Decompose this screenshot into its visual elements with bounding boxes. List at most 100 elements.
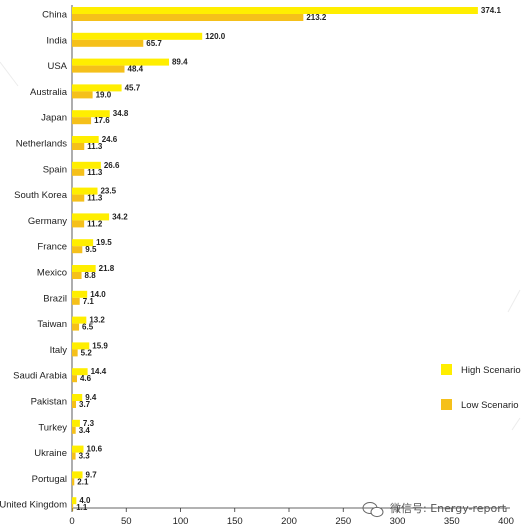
value-label-low-scenario-saudi-arabia: 4.6 [80, 374, 92, 383]
x-tick-label-100: 100 [173, 516, 189, 527]
bar-high-scenario-india [72, 32, 203, 40]
value-label-low-scenario-china: 213.2 [306, 13, 327, 22]
value-label-low-scenario-taiwan: 6.5 [82, 323, 94, 332]
category-label-united-kingdom: United Kingdom [0, 500, 67, 511]
x-tick-label-150: 150 [227, 516, 243, 527]
category-label-germany: Germany [28, 216, 67, 227]
category-label-turkey: Turkey [38, 422, 67, 433]
category-label-france: France [37, 242, 67, 253]
decorative-background-lines [0, 61, 521, 431]
value-label-high-scenario-brazil: 14.0 [90, 290, 106, 299]
bar-high-scenario-saudi-arabia [72, 368, 88, 376]
value-label-low-scenario-spain: 11.3 [87, 168, 103, 177]
bar-low-scenario-italy [72, 349, 78, 357]
bar-high-scenario-portugal [72, 471, 83, 479]
bar-low-scenario-usa [72, 65, 125, 73]
bar-low-scenario-spain [72, 168, 85, 176]
value-label-low-scenario-turkey: 3.4 [79, 426, 91, 435]
value-label-low-scenario-brazil: 7.1 [83, 297, 95, 306]
value-label-high-scenario-netherlands: 24.6 [102, 135, 118, 144]
value-label-high-scenario-germany: 34.2 [112, 212, 128, 221]
wechat-logo-icon [362, 502, 384, 518]
x-tick-label-200: 200 [281, 516, 297, 527]
bar-low-scenario-india [72, 39, 144, 47]
bar-low-scenario-turkey [72, 426, 76, 434]
bar-low-scenario-france [72, 246, 83, 254]
x-tick-label-350: 350 [444, 516, 460, 527]
value-label-high-scenario-ukraine: 10.6 [87, 445, 103, 454]
legend-swatch-high-scenario [441, 364, 452, 375]
bar-high-scenario-france [72, 239, 94, 247]
bar-low-scenario-portugal [72, 478, 75, 486]
value-label-high-scenario-taiwan: 13.2 [89, 316, 105, 325]
bar-high-scenario-china [72, 7, 478, 14]
category-label-ukraine: Ukraine [34, 448, 67, 459]
value-label-low-scenario-pakistan: 3.7 [79, 400, 91, 409]
value-label-high-scenario-south-korea: 23.5 [100, 187, 116, 196]
bar-high-scenario-pakistan [72, 394, 83, 401]
category-label-south-korea: South Korea [14, 190, 68, 201]
watermark-text: 微信号: Energy-report [390, 501, 507, 515]
value-label-high-scenario-saudi-arabia: 14.4 [91, 367, 107, 376]
bar-high-scenario-spain [72, 161, 101, 169]
x-tick-label-300: 300 [390, 516, 406, 527]
value-label-high-scenario-france: 19.5 [96, 238, 112, 247]
value-label-high-scenario-china: 374.1 [481, 6, 502, 15]
category-label-portugal: Portugal [32, 474, 67, 485]
x-tick-label-0: 0 [69, 516, 74, 527]
value-label-high-scenario-mexico: 21.8 [99, 264, 115, 273]
bar-high-scenario-italy [72, 342, 90, 350]
bar-high-scenario-brazil [72, 290, 88, 298]
category-label-netherlands: Netherlands [16, 139, 67, 150]
bar-low-scenario-australia [72, 91, 93, 99]
x-tick-label-250: 250 [335, 516, 351, 527]
category-label-china: China [42, 10, 68, 21]
value-label-high-scenario-pakistan: 9.4 [85, 393, 97, 402]
decorative-line-right [507, 289, 521, 313]
category-label-brazil: Brazil [43, 293, 67, 304]
bar-high-scenario-usa [72, 58, 169, 66]
bar-low-scenario-south-korea [72, 194, 85, 202]
value-label-low-scenario-italy: 5.2 [81, 348, 93, 357]
legend-label-low-scenario: Low Scenario [461, 400, 519, 411]
value-label-low-scenario-united-kingdom: 1.1 [76, 503, 88, 512]
bar-high-scenario-south-korea [72, 187, 98, 195]
bar-low-scenario-saudi-arabia [72, 375, 77, 383]
value-label-high-scenario-italy: 15.9 [92, 341, 108, 350]
bar-high-scenario-japan [72, 110, 110, 118]
bar-low-scenario-brazil [72, 297, 80, 305]
decorative-line-left [0, 61, 19, 87]
category-label-saudi-arabia: Saudi Arabia [13, 371, 68, 382]
value-label-low-scenario-ukraine: 3.3 [79, 452, 91, 461]
bar-low-scenario-taiwan [72, 323, 80, 331]
legend: High Scenario Low Scenario [441, 364, 521, 411]
value-label-high-scenario-usa: 89.4 [172, 58, 188, 67]
value-labels: 374.1213.2120.065.789.448.445.719.034.81… [76, 6, 501, 512]
value-label-low-scenario-india: 65.7 [146, 39, 162, 48]
value-label-low-scenario-netherlands: 11.3 [87, 142, 103, 151]
category-label-india: India [46, 35, 67, 46]
category-label-pakistan: Pakistan [31, 397, 67, 408]
x-tick-label-400: 400 [498, 516, 514, 527]
value-label-high-scenario-turkey: 7.3 [83, 419, 95, 428]
legend-swatch-low-scenario [441, 399, 452, 410]
value-label-high-scenario-india: 120.0 [205, 32, 226, 41]
value-label-low-scenario-mexico: 8.8 [85, 271, 97, 280]
value-label-low-scenario-germany: 11.2 [87, 219, 103, 228]
value-label-high-scenario-portugal: 9.7 [86, 470, 98, 479]
value-label-low-scenario-portugal: 2.1 [77, 477, 89, 486]
bar-high-scenario-united-kingdom [72, 497, 77, 505]
bars-layer [72, 7, 478, 512]
value-label-low-scenario-france: 9.5 [85, 245, 97, 254]
bar-high-scenario-ukraine [72, 445, 84, 453]
category-labels: China India USA Australia Japan Netherlands Sp… [0, 10, 68, 511]
bar-low-scenario-china [72, 14, 304, 21]
x-tick-label-50: 50 [121, 516, 132, 527]
category-label-japan: Japan [41, 113, 67, 124]
bar-high-scenario-netherlands [72, 136, 99, 143]
category-label-spain: Spain [43, 164, 67, 175]
value-label-low-scenario-south-korea: 11.3 [87, 194, 103, 203]
value-label-high-scenario-spain: 26.6 [104, 161, 120, 170]
x-axis-ticks: 0 50 100 150 200 250 300 350 400 [69, 508, 514, 527]
